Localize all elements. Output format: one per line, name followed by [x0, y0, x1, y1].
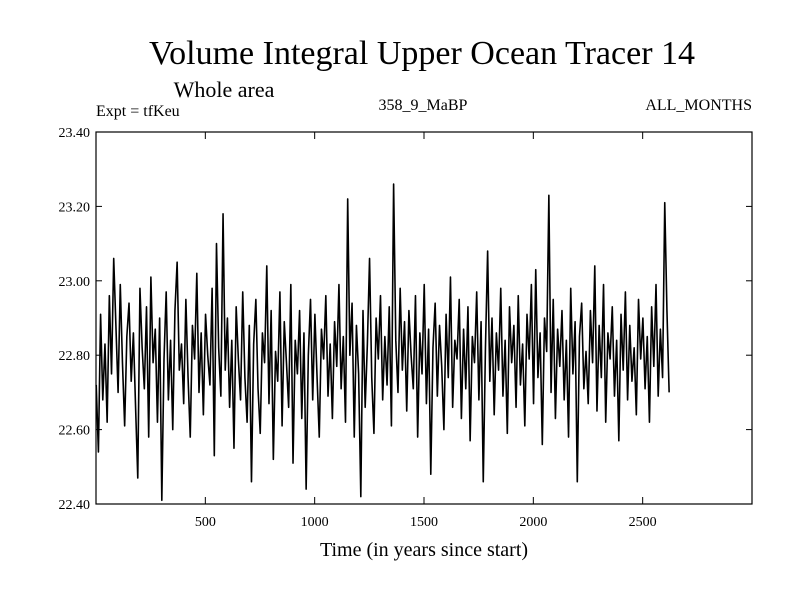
- chart-title: Volume Integral Upper Ocean Tracer 14: [149, 35, 695, 72]
- x-tick-label: 500: [195, 515, 216, 530]
- x-tick-label: 1500: [410, 515, 438, 530]
- x-tick-label: 2500: [629, 515, 657, 530]
- y-tick-label: 22.80: [59, 349, 91, 364]
- y-axis: 22.40 22.60 22.80 23.00 23.20 23.40: [59, 126, 752, 513]
- months-label: ALL_MONTHS: [645, 97, 752, 114]
- x-tick-label: 1000: [301, 515, 329, 530]
- y-tick-label: 23.40: [59, 126, 91, 141]
- y-tick-label: 23.20: [59, 200, 91, 215]
- chart-subtitle: Whole area: [174, 77, 275, 102]
- y-tick-label: 23.00: [59, 275, 91, 290]
- period-label: 358_9_MaBP: [379, 97, 468, 114]
- expt-label: Expt = tfKeu: [96, 103, 180, 120]
- y-tick-label: 22.60: [59, 424, 91, 439]
- x-tick-label: 2000: [519, 515, 547, 530]
- x-axis: 500 1000 1500 2000 2500: [195, 132, 657, 530]
- y-tick-label: 22.40: [59, 498, 91, 513]
- x-axis-label: Time (in years since start): [320, 539, 528, 561]
- plot-frame: [95, 131, 753, 505]
- series-line: [95, 183, 670, 502]
